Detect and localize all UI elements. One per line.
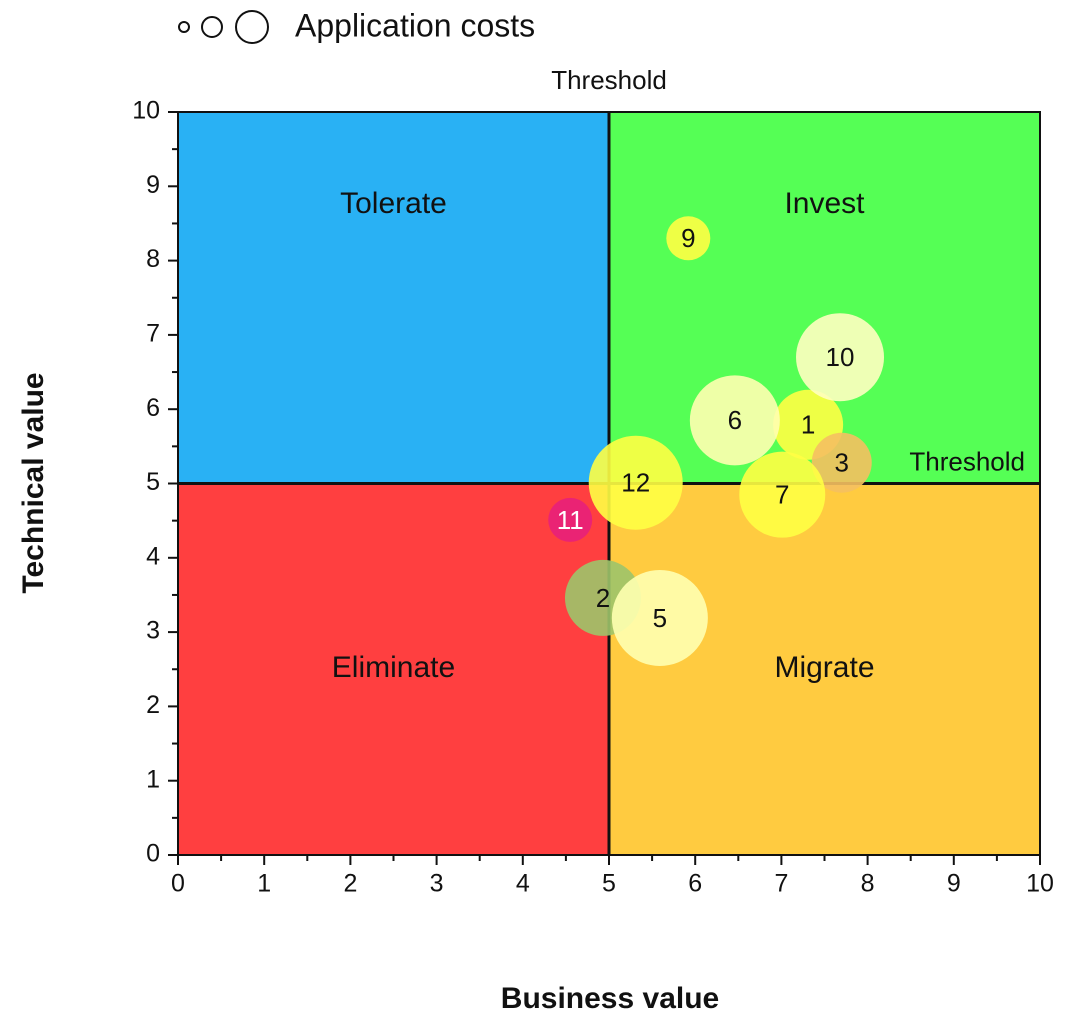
threshold-label: Threshold	[909, 446, 1025, 476]
quadrant	[609, 483, 1040, 855]
y-tick-label: 4	[146, 542, 160, 570]
legend-icon	[201, 16, 223, 38]
bubble-label: 7	[775, 480, 789, 510]
legend-icon	[235, 10, 269, 44]
quadrant	[178, 483, 609, 855]
bubble-label: 3	[835, 448, 849, 478]
x-tick-label: 2	[343, 870, 357, 898]
x-tick-label: 6	[688, 870, 702, 898]
y-tick-label: 6	[146, 394, 160, 422]
x-tick-label: 7	[774, 870, 788, 898]
bubble	[739, 451, 826, 538]
y-tick-label: 2	[146, 691, 160, 719]
legend-icon	[178, 21, 190, 33]
bubble	[666, 216, 711, 261]
y-axis-title: Technical value	[17, 372, 50, 593]
bubble-label: 6	[728, 405, 742, 435]
quadrant-label: Tolerate	[340, 187, 447, 220]
bubble	[588, 435, 683, 530]
x-tick-label: 10	[1026, 870, 1054, 898]
bubble-label: 1	[801, 410, 815, 440]
y-tick-label: 1	[146, 765, 160, 793]
bubble	[689, 375, 780, 466]
bubble	[796, 313, 885, 402]
quadrant-label: Eliminate	[332, 651, 455, 684]
x-tick-label: 4	[516, 870, 530, 898]
legend-label: Application costs	[295, 7, 535, 43]
y-tick-label: 5	[146, 468, 160, 496]
bubble-label: 10	[826, 342, 855, 372]
y-tick-label: 7	[146, 320, 160, 348]
bubble	[811, 432, 872, 493]
x-tick-label: 8	[861, 870, 875, 898]
y-tick-label: 10	[132, 97, 160, 125]
x-tick-label: 5	[602, 870, 616, 898]
bubble	[611, 569, 708, 666]
bubble-label: 9	[681, 223, 695, 253]
bubble-label: 12	[621, 468, 650, 498]
y-tick-label: 3	[146, 617, 160, 645]
quadrant	[178, 112, 609, 484]
y-tick-label: 0	[146, 840, 160, 868]
bubble-label: 11	[557, 505, 584, 535]
x-axis-title: Business value	[501, 982, 719, 1015]
x-tick-label: 1	[257, 870, 271, 898]
quadrant-label: Invest	[784, 187, 865, 220]
bubble-label: 2	[596, 583, 610, 613]
quadrant-label: Migrate	[774, 651, 874, 684]
bubble-label: 5	[653, 603, 667, 633]
bubble	[548, 497, 593, 542]
threshold-label: Threshold	[551, 65, 667, 95]
x-tick-label: 9	[947, 870, 961, 898]
y-tick-label: 9	[146, 171, 160, 199]
x-tick-label: 0	[171, 870, 185, 898]
x-tick-label: 3	[430, 870, 444, 898]
y-tick-label: 8	[146, 245, 160, 273]
